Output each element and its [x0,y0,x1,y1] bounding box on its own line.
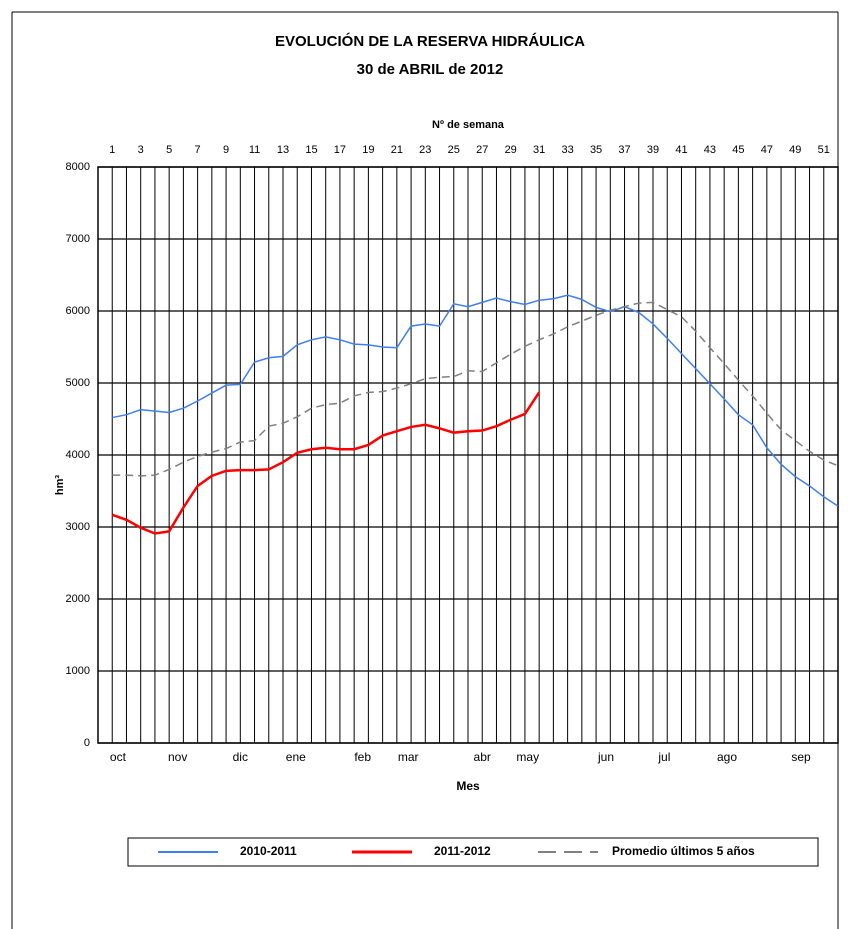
top-tick-label: 39 [647,144,659,156]
month-label: dic [233,750,248,764]
top-tick-label: 29 [505,144,517,156]
series-line [111,391,541,535]
y-axis-title: hm³ [54,475,66,496]
y-tick-label: 7000 [66,233,90,245]
y-tick-label: 2000 [66,593,90,605]
top-tick-label: 31 [533,144,545,156]
top-tick-label: 3 [138,144,144,156]
month-label: feb [354,750,371,764]
month-label: mar [398,750,419,764]
month-label: may [516,750,539,764]
top-tick-label: 41 [675,144,687,156]
y-tick-label: 5000 [66,377,90,389]
top-tick-label: 47 [761,144,773,156]
top-tick-label: 17 [334,144,346,156]
top-tick-label: 49 [789,144,801,156]
top-tick-label: 37 [618,144,630,156]
legend-label: 2010-2011 [240,844,297,858]
month-label: jun [597,750,614,764]
y-tick-label: 0 [84,737,90,749]
month-label: jul [657,750,670,764]
series-line [112,294,839,507]
y-tick-label: 1000 [66,665,90,677]
legend-label: Promedio últimos 5 años [612,844,755,858]
legend-label: 2011-2012 [434,844,491,858]
series-line [112,301,839,477]
top-tick-label: 19 [362,144,374,156]
top-tick-label: 51 [818,144,830,156]
month-label: ago [717,750,737,764]
month-label: abr [474,750,491,764]
top-tick-label: 5 [166,144,172,156]
top-tick-label: 7 [195,144,201,156]
y-tick-label: 3000 [66,521,90,533]
top-tick-label: 33 [561,144,573,156]
y-tick-label: 8000 [66,161,90,173]
chart-title: EVOLUCIÓN DE LA RESERVA HIDRÁULICA [275,32,585,50]
top-tick-label: 21 [391,144,403,156]
top-tick-label: 27 [476,144,488,156]
top-tick-label: 11 [249,144,260,156]
legend-box [127,837,819,867]
top-tick-label: 13 [277,144,289,156]
top-tick-label: 1 [109,144,115,156]
month-label: oct [110,750,127,764]
month-label: sep [791,750,811,764]
top-tick-label: 9 [223,144,229,156]
top-tick-label: 45 [732,144,744,156]
top-tick-label: 43 [704,144,716,156]
y-tick-label: 6000 [66,305,90,317]
top-tick-label: 35 [590,144,602,156]
top-axis-title: Nº de semana [432,119,505,131]
top-tick-label: 23 [419,144,431,156]
month-label: ene [286,750,306,764]
month-label: nov [168,750,187,764]
chart-subtitle: 30 de ABRIL de 2012 [357,61,504,78]
top-tick-label: 15 [305,144,317,156]
top-tick-label: 25 [448,144,460,156]
y-tick-label: 4000 [66,449,90,461]
x-axis-title: Mes [456,779,480,793]
